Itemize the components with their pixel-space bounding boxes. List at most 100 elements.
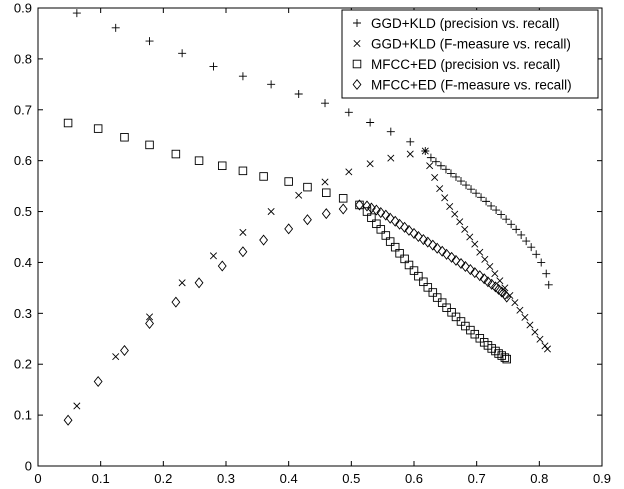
legend-square-marker (352, 59, 362, 69)
data-point-square-marker (303, 182, 312, 192)
data-point-cross-marker (471, 240, 479, 248)
data-point-diamond-marker (451, 254, 461, 266)
data-point-plus-marker (366, 118, 375, 127)
data-point-diamond-marker (366, 202, 376, 214)
data-point-square-marker (367, 213, 376, 222)
x-tick-label: 0.2 (154, 471, 172, 486)
data-point-diamond-marker (447, 251, 457, 263)
data-point-diamond-marker (404, 224, 414, 236)
data-point-cross-marker (295, 191, 303, 199)
data-point-plus-marker (344, 108, 353, 117)
data-point-square-marker (284, 177, 293, 186)
data-point-square-marker (395, 249, 404, 258)
legend-cross-marker (353, 39, 361, 48)
data-point-cross-marker (456, 218, 464, 226)
data-point-diamond-marker (400, 221, 410, 233)
data-point-square-marker (381, 231, 391, 240)
data-point-diamond-marker (321, 208, 331, 220)
data-point-cross-marker (531, 328, 539, 336)
data-point-cross-marker (178, 279, 186, 287)
data-point-square-marker (437, 298, 447, 307)
data-point-square-marker (376, 225, 386, 234)
data-point-plus-marker (517, 230, 526, 239)
y-tick-label: 0 (25, 459, 32, 474)
data-point-plus-marker (487, 201, 496, 210)
data-point-square-marker (419, 277, 428, 287)
data-point-cross-marker (112, 353, 120, 361)
data-point-diamond-marker (413, 230, 423, 243)
data-point-plus-marker (482, 197, 491, 206)
data-point-plus-marker (111, 23, 120, 32)
data-point-cross-marker (451, 210, 459, 218)
data-point-square-marker (409, 266, 419, 275)
data-point-cross-marker (536, 335, 544, 343)
x-tick-label: 0.5 (342, 471, 360, 486)
data-point-plus-marker (522, 237, 531, 246)
legend-diamond-marker (352, 78, 362, 91)
data-point-plus-marker (542, 269, 551, 278)
data-point-cross-marker (239, 228, 247, 236)
data-point-plus-marker (462, 181, 471, 190)
data-point-cross-marker (501, 284, 509, 292)
y-tick-label: 0.7 (14, 102, 32, 117)
data-point-diamond-marker (475, 270, 485, 282)
data-point-plus-marker (238, 72, 247, 81)
data-point-diamond-marker (120, 344, 129, 357)
data-point-diamond-marker (465, 264, 475, 276)
plot-frame (37, 7, 603, 467)
data-point-plus-marker (544, 280, 553, 289)
data-point-diamond-marker (171, 296, 181, 308)
data-point-diamond-marker (355, 199, 364, 211)
data-point-square-marker (372, 219, 381, 229)
data-point-cross-marker (267, 208, 275, 216)
legend-entry-label: MFCC+ED (F-measure vs. recall) (371, 78, 572, 93)
data-point-cross-marker (431, 173, 439, 181)
data-point-diamond-marker (284, 223, 294, 235)
data-point-plus-marker (446, 169, 455, 178)
legend-box (341, 9, 599, 99)
series-3 (63, 199, 512, 426)
data-point-diamond-marker (460, 260, 470, 273)
data-point-plus-marker (527, 243, 536, 252)
data-point-plus-marker (467, 185, 476, 194)
data-point-diamond-marker (502, 291, 512, 303)
x-tick-label: 0.7 (468, 471, 486, 486)
data-point-diamond-marker (362, 200, 372, 212)
data-point-square-marker (428, 288, 438, 297)
data-point-square-marker (194, 156, 204, 165)
data-point-diamond-marker (409, 227, 419, 239)
data-point-cross-marker (543, 345, 551, 353)
data-point-cross-marker (496, 277, 504, 285)
x-tick-label: 0 (34, 471, 41, 486)
data-point-diamond-marker (238, 246, 248, 258)
data-point-diamond-marker (381, 209, 391, 221)
data-point-diamond-marker (418, 234, 428, 246)
data-point-diamond-marker (470, 267, 480, 279)
data-point-plus-marker (457, 177, 465, 186)
data-point-cross-marker (387, 154, 395, 162)
data-point-cross-marker (521, 313, 529, 321)
data-point-plus-marker (512, 225, 521, 234)
x-tick-label: 0.3 (217, 471, 235, 486)
data-point-plus-marker (426, 153, 435, 162)
data-point-cross-marker (345, 168, 353, 176)
data-point-square-marker (338, 194, 348, 203)
data-point-square-marker (217, 161, 227, 171)
data-point-cross-marker (436, 185, 444, 193)
data-point-diamond-marker (432, 242, 442, 254)
data-point-cross-marker (511, 299, 519, 307)
data-point-cross-marker (446, 202, 454, 210)
data-point-plus-marker (145, 37, 154, 46)
data-point-cross-marker (491, 270, 499, 278)
y-tick-label: 0.5 (14, 204, 32, 219)
x-tick-label: 0.8 (530, 471, 548, 486)
data-point-diamond-marker (303, 214, 312, 226)
data-point-plus-marker (431, 157, 440, 166)
data-point-diamond-marker (145, 317, 154, 330)
data-point-square-marker (63, 118, 73, 128)
data-point-cross-marker (73, 402, 81, 410)
data-point-diamond-marker (385, 212, 395, 224)
series-0 (72, 9, 553, 289)
data-point-square-marker (500, 353, 510, 362)
